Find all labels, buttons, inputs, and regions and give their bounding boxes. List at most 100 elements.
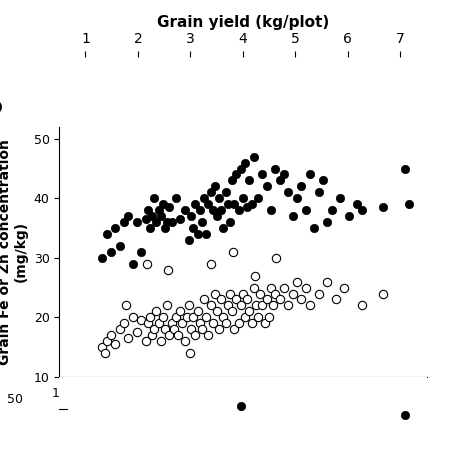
- Point: [401, 165, 409, 173]
- Point: [251, 272, 258, 280]
- Point: [168, 319, 175, 327]
- Point: [120, 219, 128, 226]
- Point: [164, 219, 171, 226]
- Point: [241, 313, 249, 321]
- Point: [183, 313, 191, 321]
- Point: [235, 319, 242, 327]
- Point: [319, 177, 327, 184]
- Point: [181, 337, 188, 345]
- Point: [256, 290, 264, 297]
- Point: [401, 411, 409, 419]
- Point: [103, 230, 110, 238]
- Point: [228, 308, 236, 315]
- Point: [209, 319, 217, 327]
- Point: [153, 219, 160, 226]
- Point: [172, 194, 180, 202]
- Point: [187, 326, 195, 333]
- Point: [380, 290, 387, 297]
- Point: [148, 331, 156, 339]
- Point: [200, 296, 208, 303]
- Point: [125, 334, 132, 342]
- Point: [151, 194, 158, 202]
- Point: [101, 349, 109, 357]
- Point: [219, 224, 227, 232]
- Point: [224, 201, 232, 208]
- Point: [289, 212, 296, 220]
- Point: [358, 301, 365, 309]
- Point: [170, 326, 178, 333]
- Point: [215, 326, 223, 333]
- Point: [166, 331, 173, 339]
- Point: [125, 212, 132, 220]
- Point: [233, 171, 240, 178]
- Point: [250, 284, 257, 292]
- Point: [280, 284, 288, 292]
- Point: [202, 230, 210, 238]
- Point: [99, 343, 106, 351]
- Point: [222, 319, 229, 327]
- Point: [205, 331, 212, 339]
- Point: [198, 219, 206, 226]
- Point: [345, 212, 353, 220]
- Point: [337, 425, 344, 432]
- Point: [298, 182, 305, 190]
- Point: [194, 308, 201, 315]
- Point: [207, 189, 214, 196]
- Point: [129, 313, 137, 321]
- Point: [166, 203, 173, 211]
- Point: [151, 326, 158, 333]
- Point: [276, 296, 283, 303]
- Point: [213, 308, 221, 315]
- Point: [168, 219, 175, 226]
- Point: [207, 301, 214, 309]
- Y-axis label: Grain Fe or Zn concentration
(mg/kg): Grain Fe or Zn concentration (mg/kg): [0, 139, 28, 365]
- Point: [137, 317, 145, 324]
- Point: [107, 248, 115, 255]
- Point: [293, 278, 301, 285]
- Point: [380, 203, 387, 211]
- Point: [315, 189, 322, 196]
- Point: [194, 230, 201, 238]
- Point: [263, 296, 271, 303]
- Point: [272, 165, 279, 173]
- Point: [332, 296, 340, 303]
- Point: [191, 201, 199, 208]
- Point: [259, 301, 266, 309]
- Point: [302, 284, 310, 292]
- Point: [209, 206, 217, 214]
- Point: [122, 301, 130, 309]
- Point: [254, 313, 262, 321]
- Point: [267, 284, 275, 292]
- Point: [302, 206, 310, 214]
- Point: [215, 194, 223, 202]
- Point: [185, 236, 193, 244]
- Point: [315, 290, 322, 297]
- Point: [146, 224, 154, 232]
- Point: [222, 189, 229, 196]
- Point: [120, 319, 128, 327]
- Point: [112, 224, 119, 232]
- Point: [358, 206, 365, 214]
- Point: [211, 290, 219, 297]
- Point: [230, 201, 238, 208]
- Point: [164, 266, 172, 273]
- Point: [246, 177, 253, 184]
- Point: [187, 212, 195, 220]
- Point: [323, 278, 331, 285]
- Point: [142, 215, 149, 223]
- Point: [179, 319, 186, 327]
- Point: [159, 201, 167, 208]
- Point: [176, 215, 184, 223]
- Point: [235, 206, 242, 214]
- Point: [298, 296, 305, 303]
- Point: [228, 177, 236, 184]
- Point: [157, 212, 164, 220]
- Point: [233, 296, 240, 303]
- Point: [226, 219, 234, 226]
- Point: [190, 224, 197, 232]
- Point: [164, 301, 171, 309]
- Point: [116, 242, 124, 250]
- Point: [250, 153, 257, 160]
- Point: [306, 301, 314, 309]
- Point: [133, 219, 141, 226]
